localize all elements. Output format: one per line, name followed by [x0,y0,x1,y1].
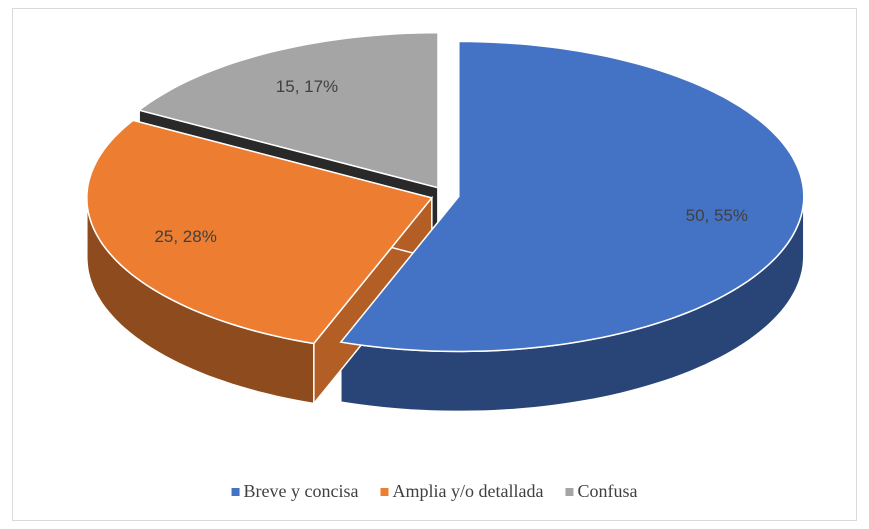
data-label: 25, 28% [154,227,216,246]
legend-swatch [380,488,389,496]
legend-swatch [231,488,240,496]
data-label: 15, 17% [276,77,338,96]
legend-label: Confusa [577,481,637,501]
legend-swatch [565,488,574,496]
pie-slice [339,40,805,353]
legend-label: Amplia y/o detallada [393,481,544,501]
data-label: 50, 55% [686,206,748,225]
pie-slice [137,31,439,189]
pie-slice [86,119,434,345]
legend-label: Breve y concisa [244,481,359,501]
